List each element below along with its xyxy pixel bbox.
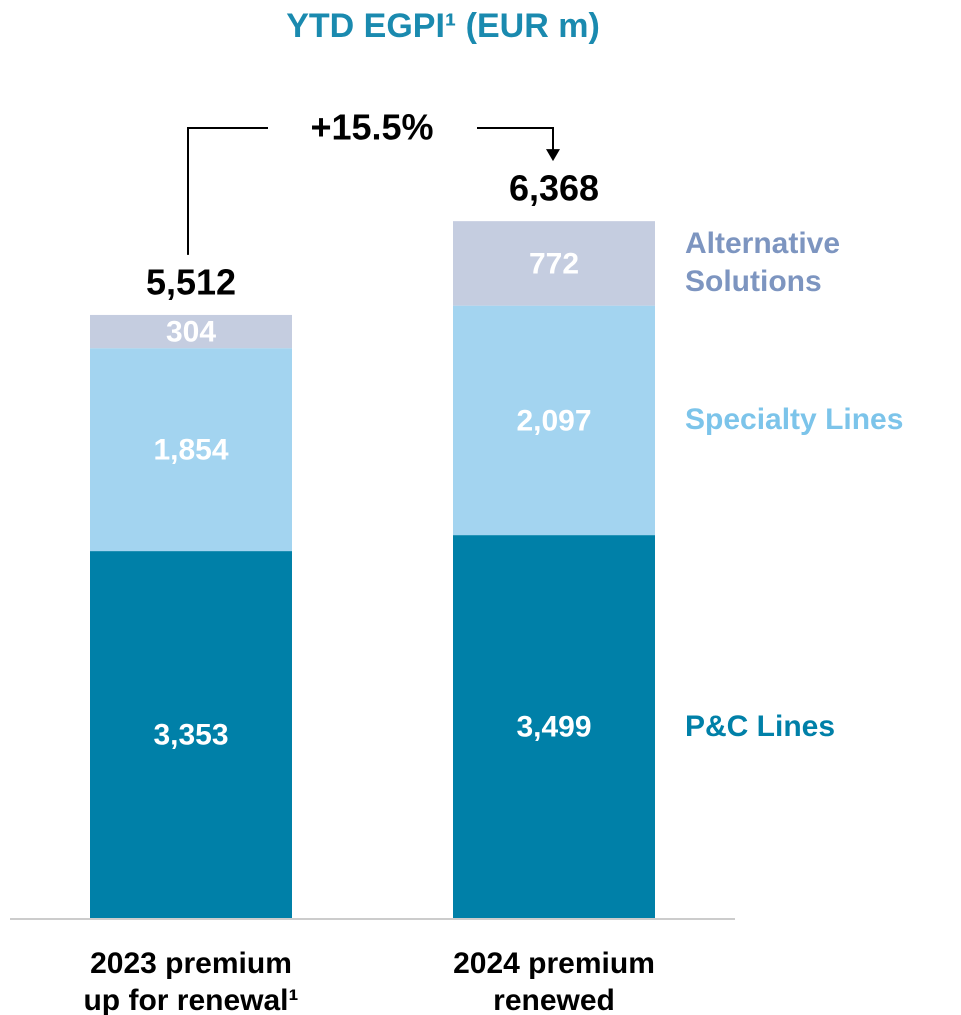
data-label: 1,854 [153, 434, 228, 467]
data-label: 3,499 [516, 710, 591, 743]
legend-label: Alternative Solutions [685, 227, 841, 299]
data-label: 2,097 [516, 404, 591, 437]
chart-title: YTD EGPI¹ (EUR m) [286, 7, 600, 45]
legend-label: Specialty Lines [685, 403, 904, 437]
bar-segment [453, 305, 655, 536]
x-tick-label: up for renewal¹ [83, 984, 298, 1015]
arrow-head [546, 149, 560, 162]
x-tick-label: renewed [493, 984, 615, 1015]
data-label: 304 [166, 315, 216, 348]
total-label: 6,368 [509, 168, 599, 209]
bar-segment [453, 221, 655, 306]
legend-label: P&C Lines [685, 709, 836, 743]
bar-segment [453, 535, 655, 918]
bar-segment [90, 551, 292, 918]
bar-segment [90, 348, 292, 552]
data-label: 772 [529, 247, 579, 280]
arrow-line [477, 127, 554, 152]
annotation: +15.5% [310, 107, 433, 148]
total-label: 5,512 [146, 261, 236, 302]
arrow-line [187, 127, 268, 255]
data-label: 3,353 [153, 718, 228, 751]
x-tick-label: 2023 premium [90, 947, 292, 980]
bar-segment [90, 314, 292, 349]
x-tick-label: 2024 premium [453, 947, 655, 980]
